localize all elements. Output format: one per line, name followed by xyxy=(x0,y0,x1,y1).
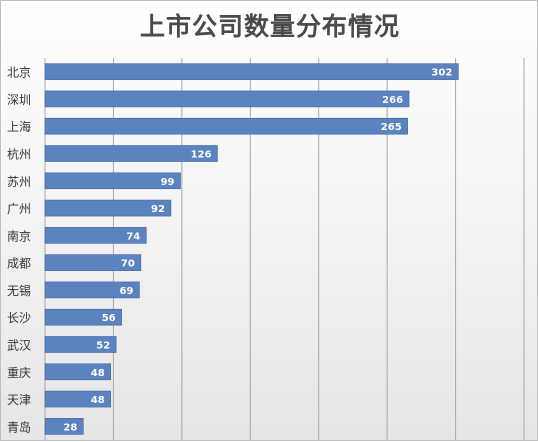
data-label: 70 xyxy=(121,259,135,270)
chart-title: 上市公司数量分布情况 xyxy=(139,12,400,41)
category-label: 苏州 xyxy=(7,175,31,189)
category-label: 北京 xyxy=(7,66,31,80)
category-label: 无锡 xyxy=(7,283,31,298)
data-label: 302 xyxy=(431,68,452,79)
data-label: 265 xyxy=(381,122,402,133)
data-label: 126 xyxy=(191,150,212,161)
bar xyxy=(44,90,410,108)
category-label: 南京 xyxy=(7,228,31,243)
bar xyxy=(44,308,122,326)
bar xyxy=(44,145,218,162)
bar xyxy=(44,227,147,244)
bar xyxy=(44,117,408,135)
data-label: 52 xyxy=(96,341,110,352)
category-label: 广州 xyxy=(7,202,31,216)
data-label: 48 xyxy=(91,368,105,379)
category-label: 成都 xyxy=(7,257,31,271)
data-label: 56 xyxy=(102,313,116,324)
category-label: 武汉 xyxy=(7,339,31,353)
data-label: 28 xyxy=(63,422,77,433)
data-label: 48 xyxy=(91,395,105,406)
category-label: 重庆 xyxy=(7,366,31,380)
bar xyxy=(44,63,459,80)
data-label: 266 xyxy=(382,95,403,106)
category-label: 长沙 xyxy=(7,311,31,325)
bar xyxy=(44,199,172,217)
bar xyxy=(44,172,181,190)
category-label: 杭州 xyxy=(7,147,31,162)
bar xyxy=(44,254,142,271)
category-label: 青岛 xyxy=(7,419,31,434)
bar xyxy=(44,336,117,353)
category-label: 天津 xyxy=(7,393,31,407)
data-label: 99 xyxy=(161,177,175,188)
bar xyxy=(44,281,140,299)
category-label: 上海 xyxy=(7,119,31,134)
bar xyxy=(44,390,111,408)
bar xyxy=(44,418,84,435)
data-label: 92 xyxy=(151,204,165,215)
data-label: 74 xyxy=(126,231,140,242)
data-label: 69 xyxy=(120,286,134,297)
category-label: 深圳 xyxy=(7,93,31,107)
bar xyxy=(44,363,111,381)
